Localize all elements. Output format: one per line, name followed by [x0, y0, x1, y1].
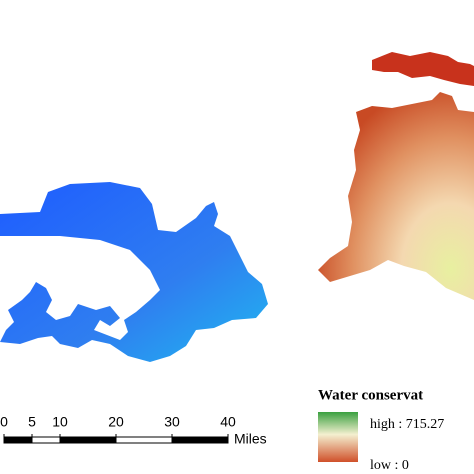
scale-label: 30	[164, 414, 180, 430]
scale-unit: Miles	[234, 431, 267, 447]
legend-title: Water conservat	[318, 387, 423, 403]
scale-segment	[115, 436, 173, 444]
legend-high: high : 715.27	[370, 417, 444, 432]
legend-low: low : 0	[370, 458, 409, 473]
scale-label: 0	[0, 414, 8, 430]
scale-label: 20	[108, 414, 124, 430]
scale-label: 40	[220, 414, 236, 430]
scale-label: 5	[28, 414, 36, 430]
scale-segment	[3, 436, 33, 444]
legend-gradient	[318, 412, 358, 462]
red-region	[318, 92, 474, 300]
red-region-north	[372, 52, 474, 86]
scale-segment	[31, 436, 61, 444]
scale-segment	[59, 436, 117, 444]
scale-label: 10	[52, 414, 68, 430]
blue-region	[0, 182, 268, 362]
scale-segment	[171, 436, 229, 444]
